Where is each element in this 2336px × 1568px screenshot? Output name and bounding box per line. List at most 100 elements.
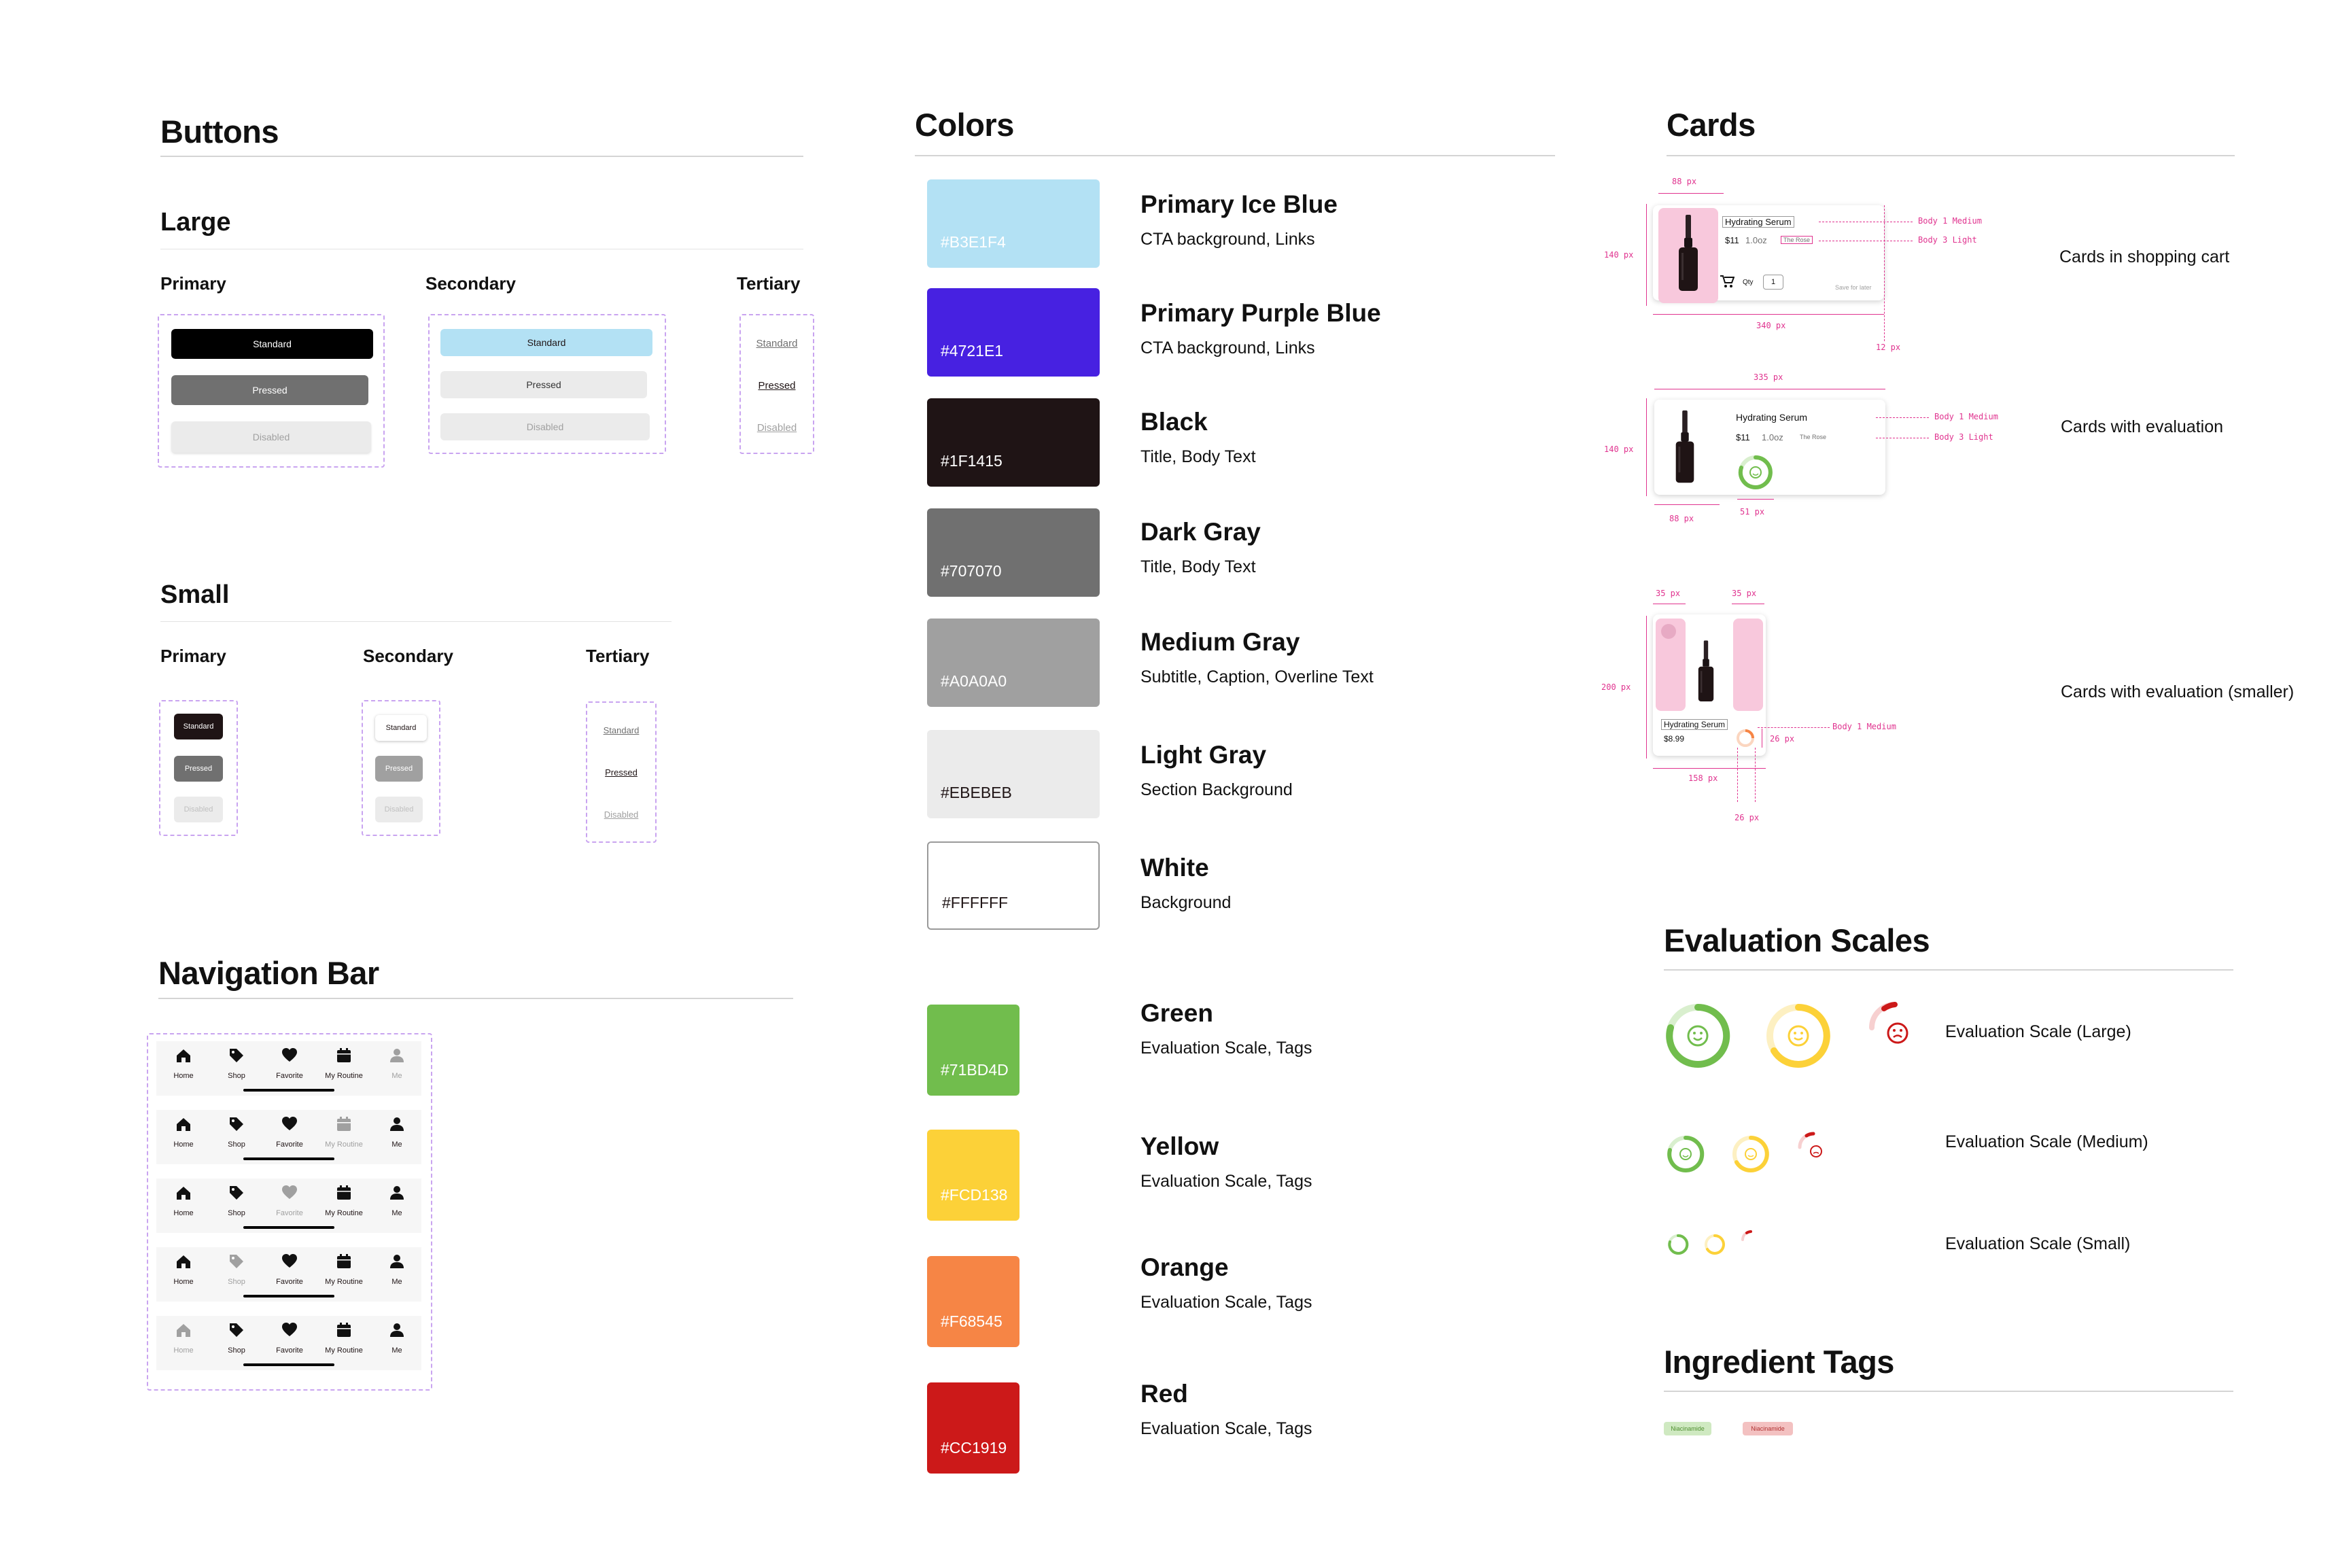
dim-line bbox=[1646, 616, 1647, 759]
large-tertiary-pressed-button[interactable]: Pressed bbox=[758, 379, 796, 391]
nav-item-my-routine[interactable]: My Routine bbox=[317, 1047, 371, 1080]
small-secondary-disabled-button[interactable]: Disabled bbox=[375, 797, 423, 822]
large-primary-pressed-button[interactable]: Pressed bbox=[171, 375, 368, 405]
smaller-card-label: Cards with evaluation (smaller) bbox=[2061, 682, 2295, 701]
small-primary-pressed-button[interactable]: Pressed bbox=[174, 756, 223, 782]
small-tertiary-pressed-button[interactable]: Pressed bbox=[605, 767, 638, 778]
nav-item-shop[interactable]: Shop bbox=[209, 1253, 264, 1286]
nav-item-shop[interactable]: Shop bbox=[209, 1321, 264, 1355]
card1-note-body: Body 3 Light bbox=[1918, 235, 1977, 245]
nav-item-my-routine[interactable]: My Routine bbox=[317, 1321, 371, 1355]
nav-item-home[interactable]: Home bbox=[156, 1047, 211, 1080]
nav-item-me[interactable]: Me bbox=[370, 1115, 424, 1149]
scale-large-label: Evaluation Scale (Large) bbox=[1945, 1022, 2131, 1041]
nav-item-me[interactable]: Me bbox=[370, 1321, 424, 1355]
nav-item-label: My Routine bbox=[325, 1346, 363, 1355]
nav-bar-variant: Home Shop Favorite My Routine Me bbox=[156, 1316, 421, 1370]
green-evaluation-small-icon bbox=[1668, 1234, 1689, 1255]
large-tertiary-label: Tertiary bbox=[737, 273, 801, 294]
large-secondary-pressed-button[interactable]: Pressed bbox=[440, 371, 647, 398]
heart-icon bbox=[281, 1047, 298, 1068]
dim-line bbox=[1658, 193, 1724, 194]
nav-item-favorite[interactable]: Favorite bbox=[262, 1253, 317, 1286]
nav-item-me[interactable]: Me bbox=[370, 1047, 424, 1080]
nav-item-shop[interactable]: Shop bbox=[209, 1115, 264, 1149]
heart-icon bbox=[281, 1253, 298, 1274]
nav-item-label: Me bbox=[391, 1278, 402, 1286]
card3-price: $8.99 bbox=[1664, 734, 1685, 744]
nav-item-label: Favorite bbox=[276, 1278, 303, 1286]
large-primary-standard-button[interactable]: Standard bbox=[171, 329, 373, 359]
red-evaluation-large-icon bbox=[1869, 1002, 1908, 1044]
color-hex: #4721E1 bbox=[941, 342, 1004, 360]
nav-item-shop[interactable]: Shop bbox=[209, 1047, 264, 1080]
color-name: Medium Gray bbox=[1140, 628, 1300, 656]
large-tertiary-disabled-button[interactable]: Disabled bbox=[756, 421, 797, 434]
nav-item-label: Me bbox=[391, 1209, 402, 1217]
dim-leader bbox=[1876, 417, 1929, 418]
dim-line bbox=[1653, 314, 1884, 315]
tag-icon bbox=[228, 1321, 245, 1342]
nav-item-me[interactable]: Me bbox=[370, 1184, 424, 1217]
person-icon bbox=[388, 1184, 406, 1205]
nav-item-label: Shop bbox=[228, 1140, 245, 1149]
large-primary-disabled-button[interactable]: Disabled bbox=[171, 421, 371, 453]
tag-icon bbox=[228, 1184, 245, 1205]
large-title: Large bbox=[160, 208, 231, 237]
large-primary-group bbox=[158, 314, 385, 468]
small-primary-disabled-button[interactable]: Disabled bbox=[174, 797, 223, 822]
card1-save-later[interactable]: Save for later bbox=[1835, 284, 1872, 291]
color-usage: Background bbox=[1140, 893, 1232, 912]
nav-item-favorite[interactable]: Favorite bbox=[262, 1321, 317, 1355]
large-tertiary-standard-button[interactable]: Standard bbox=[756, 337, 798, 349]
shopping-cart-icon[interactable] bbox=[1720, 275, 1734, 288]
nav-item-favorite[interactable]: Favorite bbox=[262, 1115, 317, 1149]
home-icon bbox=[175, 1321, 192, 1342]
dim-card1-height: 140 px bbox=[1604, 250, 1634, 260]
nav-item-my-routine[interactable]: My Routine bbox=[317, 1184, 371, 1217]
large-secondary-group bbox=[428, 314, 666, 454]
red-evaluation-small-icon bbox=[1741, 1230, 1752, 1241]
ingredient-tag-red[interactable]: Niacinamide bbox=[1743, 1422, 1793, 1435]
color-name: Primary Purple Blue bbox=[1140, 299, 1381, 327]
calendar-icon bbox=[335, 1115, 353, 1136]
nav-item-home[interactable]: Home bbox=[156, 1184, 211, 1217]
nav-item-me[interactable]: Me bbox=[370, 1253, 424, 1286]
card1-product-name: Hydrating Serum bbox=[1722, 216, 1794, 228]
color-swatch: #B3E1F4 bbox=[927, 179, 1100, 268]
tag-icon bbox=[228, 1047, 245, 1068]
heart-icon bbox=[281, 1321, 298, 1342]
card1-qty-value[interactable]: 1 bbox=[1763, 275, 1783, 290]
nav-item-favorite[interactable]: Favorite bbox=[262, 1184, 317, 1217]
green-evaluation-large-icon bbox=[1666, 1003, 1730, 1068]
nav-item-shop[interactable]: Shop bbox=[209, 1184, 264, 1217]
nav-item-home[interactable]: Home bbox=[156, 1321, 211, 1355]
large-secondary-disabled-button[interactable]: Disabled bbox=[440, 413, 650, 440]
nav-item-home[interactable]: Home bbox=[156, 1115, 211, 1149]
ingredient-tag-green[interactable]: Niacinamide bbox=[1664, 1422, 1711, 1435]
large-secondary-standard-button[interactable]: Standard bbox=[440, 329, 652, 356]
small-secondary-pressed-button[interactable]: Pressed bbox=[375, 756, 423, 782]
tag-icon bbox=[228, 1253, 245, 1274]
nav-item-my-routine[interactable]: My Routine bbox=[317, 1253, 371, 1286]
home-icon bbox=[175, 1115, 192, 1136]
color-swatch: #1F1415 bbox=[927, 398, 1100, 487]
color-name: Light Gray bbox=[1140, 741, 1267, 769]
small-tertiary-disabled-button[interactable]: Disabled bbox=[604, 809, 639, 820]
dim-card3-right: 35 px bbox=[1732, 589, 1757, 598]
color-swatch: #A0A0A0 bbox=[927, 619, 1100, 707]
color-usage: Title, Body Text bbox=[1140, 447, 1256, 466]
nav-item-favorite[interactable]: Favorite bbox=[262, 1047, 317, 1080]
nav-item-label: Shop bbox=[228, 1072, 245, 1080]
nav-item-my-routine[interactable]: My Routine bbox=[317, 1115, 371, 1149]
small-secondary-standard-button[interactable]: Standard bbox=[375, 715, 427, 741]
color-name: Primary Ice Blue bbox=[1140, 190, 1338, 218]
card1-qty-label: Qty bbox=[1743, 279, 1754, 286]
nav-item-home[interactable]: Home bbox=[156, 1253, 211, 1286]
dim-leader bbox=[1884, 205, 1885, 341]
small-primary-standard-button[interactable]: Standard bbox=[174, 714, 223, 739]
tags-title: Ingredient Tags bbox=[1664, 1344, 1894, 1380]
color-usage: CTA background, Links bbox=[1140, 230, 1315, 249]
colors-title: Colors bbox=[915, 107, 1014, 143]
small-tertiary-standard-button[interactable]: Standard bbox=[603, 725, 640, 735]
